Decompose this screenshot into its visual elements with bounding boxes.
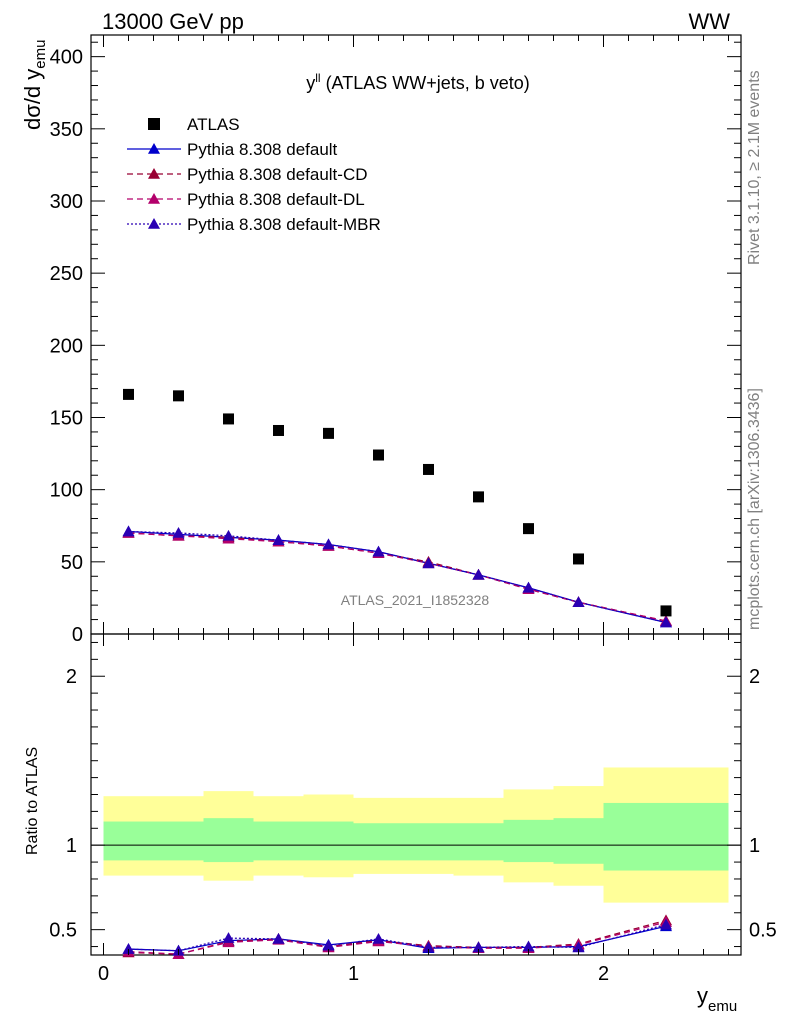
- y-tick-label: 200: [50, 335, 83, 357]
- ratio-y-tick-label-right: 1: [749, 835, 760, 857]
- band-inner-bin: [503, 819, 554, 863]
- atlas-data-point: [423, 463, 434, 475]
- band-inner-bin: [203, 818, 254, 863]
- ratio-series-marker: [522, 940, 535, 952]
- ratio-series-marker: [222, 932, 235, 943]
- uncertainty-bands: [91, 767, 741, 903]
- mcplots-label: mcplots.cern.ch [arXiv:1306.3436]: [746, 388, 763, 630]
- legend-marker: [148, 193, 160, 204]
- plot-title: yll (ATLAS WW+jets, b veto): [306, 71, 530, 93]
- x-axis-label: yemu: [697, 983, 737, 1015]
- main-series-marker: [572, 596, 585, 608]
- ratio-series-marker: [122, 943, 135, 954]
- header-process: WW: [688, 9, 730, 34]
- atlas-data-point: [173, 390, 184, 402]
- analysis-watermark: ATLAS_2021_I1852328: [341, 592, 490, 608]
- main-y-axis-label: dσ/d yemu: [20, 40, 49, 130]
- x-tick-label: 1: [348, 963, 359, 985]
- legend-marker: [148, 168, 160, 179]
- atlas-data-point: [573, 553, 584, 565]
- legend-label: Pythia 8.308 default: [187, 140, 338, 159]
- legend: ATLAS Pythia 8.308 default Pythia 8.308 de…: [127, 115, 381, 234]
- main-series-marker: [222, 529, 235, 541]
- atlas-data-point: [660, 605, 672, 617]
- ratio-series-marker: [660, 918, 672, 930]
- ratio-y-tick-label: 2: [66, 666, 77, 688]
- ratio-y-tick-label: 0.5: [49, 920, 77, 942]
- atlas-data-point: [473, 491, 484, 503]
- ratio-y-axis-label: Ratio to ATLAS: [24, 747, 41, 855]
- band-inner-bin: [153, 821, 204, 861]
- ratio-y-tick-label: 1: [66, 835, 77, 857]
- legend-marker-atlas: [148, 118, 160, 130]
- band-inner-bin: [403, 823, 454, 861]
- atlas-data-point: [273, 424, 284, 436]
- legend-label: Pythia 8.308 default-DL: [187, 190, 365, 209]
- atlas-data-point: [523, 523, 534, 535]
- main-series-marker: [322, 538, 335, 550]
- y-tick-label: 100: [50, 480, 83, 502]
- main-series-marker: [272, 534, 285, 545]
- band-inner-bin: [303, 821, 354, 861]
- atlas-data-point: [323, 427, 334, 439]
- ratio-series-marker: [272, 932, 285, 944]
- band-inner-bin: [253, 821, 304, 861]
- ratio-series-marker: [472, 941, 485, 953]
- y-tick-label: 350: [50, 119, 83, 141]
- legend-label: Pythia 8.308 default-CD: [187, 165, 368, 184]
- ratio-series-marker: [322, 939, 335, 951]
- atlas-data-point: [123, 388, 134, 400]
- x-tick-label: 0: [98, 963, 109, 985]
- y-tick-label: 400: [50, 47, 83, 69]
- y-tick-label: 50: [61, 552, 83, 574]
- main-series-marker: [372, 545, 385, 557]
- y-tick-label: 150: [50, 407, 83, 429]
- main-series-marker: [472, 568, 485, 580]
- main-series-line: [128, 530, 667, 624]
- data-series: [122, 388, 672, 959]
- ratio-series-line: [128, 919, 667, 955]
- legend-label: ATLAS: [187, 115, 240, 134]
- main-series-marker: [422, 557, 435, 569]
- ratio-series-line: [128, 921, 667, 955]
- ratio-series-marker: [372, 932, 385, 944]
- atlas-data-point: [223, 413, 234, 425]
- band-inner-bin: [453, 823, 504, 861]
- ratio-series-marker: [422, 941, 435, 953]
- main-series-line: [128, 530, 667, 624]
- header-energy: 13000 GeV pp: [102, 9, 244, 34]
- legend-marker: [148, 143, 160, 154]
- ratio-y-tick-label-right: 0.5: [749, 920, 777, 942]
- legend-label: Pythia 8.308 default-MBR: [187, 215, 381, 234]
- band-inner-bin: [353, 823, 404, 861]
- y-tick-label: 0: [72, 624, 83, 646]
- y-tick-label: 300: [50, 191, 83, 213]
- y-tick-label: 250: [50, 263, 83, 285]
- atlas-data-point: [373, 449, 384, 461]
- rivet-version-label: Rivet 3.1.10, ≥ 2.1M events: [746, 70, 763, 265]
- band-inner-bin: [103, 821, 154, 861]
- band-inner-bin: [553, 818, 604, 864]
- main-series-marker: [522, 581, 535, 593]
- band-inner-bin: [603, 802, 729, 871]
- main-series-marker: [172, 526, 185, 538]
- axis-ticks: 0 1 2 0 50 100 150 200 250 300 350 400 0.5 0.5 1 1 2 2: [49, 35, 777, 985]
- legend-marker: [148, 218, 160, 229]
- ratio-series-marker: [572, 941, 585, 953]
- main-series-marker: [660, 616, 672, 628]
- ratio-y-tick-label-right: 2: [749, 666, 760, 688]
- x-tick-label: 2: [598, 963, 609, 985]
- main-series-marker: [122, 525, 135, 537]
